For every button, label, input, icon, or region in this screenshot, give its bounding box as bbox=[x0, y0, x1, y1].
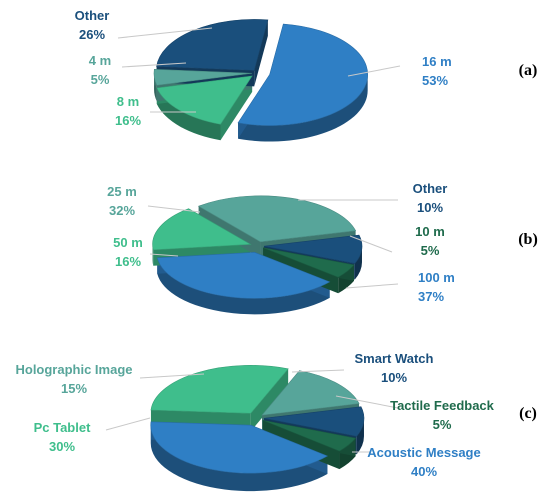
slice-label: 100 m bbox=[418, 270, 455, 285]
slice-percent: 40% bbox=[411, 464, 437, 479]
leader-line bbox=[117, 27, 213, 39]
slice-label: Other bbox=[413, 181, 448, 196]
panel-label: (a) bbox=[519, 62, 538, 79]
slice-label: 25 m bbox=[107, 184, 137, 199]
leader-line bbox=[147, 205, 201, 213]
slice-percent: 16% bbox=[115, 254, 141, 269]
slice-label: 8 m bbox=[117, 94, 139, 109]
slice-percent: 15% bbox=[61, 381, 87, 396]
slice-percent: 30% bbox=[49, 439, 75, 454]
slice-label: Acoustic Message bbox=[367, 445, 480, 460]
pie-chart-b: 100 m 37% 50 m 16% 25 m 32% Other 10% 10 m 5% (b) bbox=[107, 181, 538, 315]
slice-percent: 32% bbox=[109, 203, 135, 218]
pie-slice-tactile-feedback bbox=[262, 419, 357, 452]
panel-label: (b) bbox=[518, 231, 538, 248]
slice-face-2-1-1 bbox=[250, 368, 289, 432]
pie-chart-a: 16 m 53% 8 m 16% 4 m 5% Other 26% (a) bbox=[75, 8, 538, 142]
leader-line bbox=[349, 235, 393, 253]
pie-slice-16-m bbox=[237, 23, 368, 126]
pie-slice-other bbox=[156, 19, 269, 71]
slice-percent: 5% bbox=[91, 72, 110, 87]
slice-label: 4 m bbox=[89, 53, 111, 68]
slice-label: 10 m bbox=[415, 224, 445, 239]
slice-side-2-0 bbox=[150, 425, 328, 492]
slice-percent: 10% bbox=[381, 370, 407, 385]
slice-percent: 16% bbox=[115, 113, 141, 128]
slice-percent: 5% bbox=[421, 243, 440, 258]
slice-percent: 10% bbox=[417, 200, 443, 215]
slice-label: 16 m bbox=[422, 54, 452, 69]
slice-side-1-3 bbox=[354, 246, 362, 280]
pie-slice-8-m bbox=[156, 75, 253, 125]
pie-slice-acoustic-message bbox=[150, 421, 329, 474]
slice-percent: 37% bbox=[418, 289, 444, 304]
leader-line bbox=[149, 253, 179, 257]
leader-line bbox=[335, 395, 399, 409]
slice-percent: 5% bbox=[433, 417, 452, 432]
slice-label: Pc Tablet bbox=[34, 420, 92, 435]
leader-line bbox=[139, 373, 205, 379]
leader-line bbox=[345, 283, 399, 289]
slice-label: Tactile Feedback bbox=[390, 398, 495, 413]
pie-chart-c: Acoustic Message 40% Pc Tablet 30% Holograph… bbox=[15, 351, 537, 492]
pie-slice-smart-watch bbox=[263, 406, 365, 437]
slice-side-0-0 bbox=[238, 74, 368, 142]
slice-face-0-3-1 bbox=[254, 19, 268, 87]
slice-label: Other bbox=[75, 8, 110, 23]
slice-side-2-3 bbox=[356, 418, 364, 455]
slice-label: Holographic Image bbox=[15, 362, 132, 377]
slice-label: Smart Watch bbox=[355, 351, 434, 366]
pie-slice-100-m bbox=[156, 252, 331, 299]
pie-slice-4-m bbox=[153, 69, 253, 86]
leader-line bbox=[347, 65, 401, 77]
leader-line bbox=[105, 417, 151, 431]
leader-line bbox=[291, 369, 345, 373]
slice-side-1-0 bbox=[157, 257, 330, 315]
slice-percent: 26% bbox=[79, 27, 105, 42]
slice-percent: 53% bbox=[422, 73, 448, 88]
slice-side-0-1 bbox=[156, 87, 221, 141]
leader-line bbox=[121, 62, 187, 68]
pie-slice-25-m bbox=[197, 195, 357, 243]
panel-label: (c) bbox=[519, 405, 537, 422]
pie-slice-other bbox=[263, 234, 363, 264]
pie-slice-pc-tablet bbox=[150, 365, 289, 414]
pie-slice-10-m bbox=[263, 247, 355, 278]
slice-label: 50 m bbox=[113, 235, 143, 250]
